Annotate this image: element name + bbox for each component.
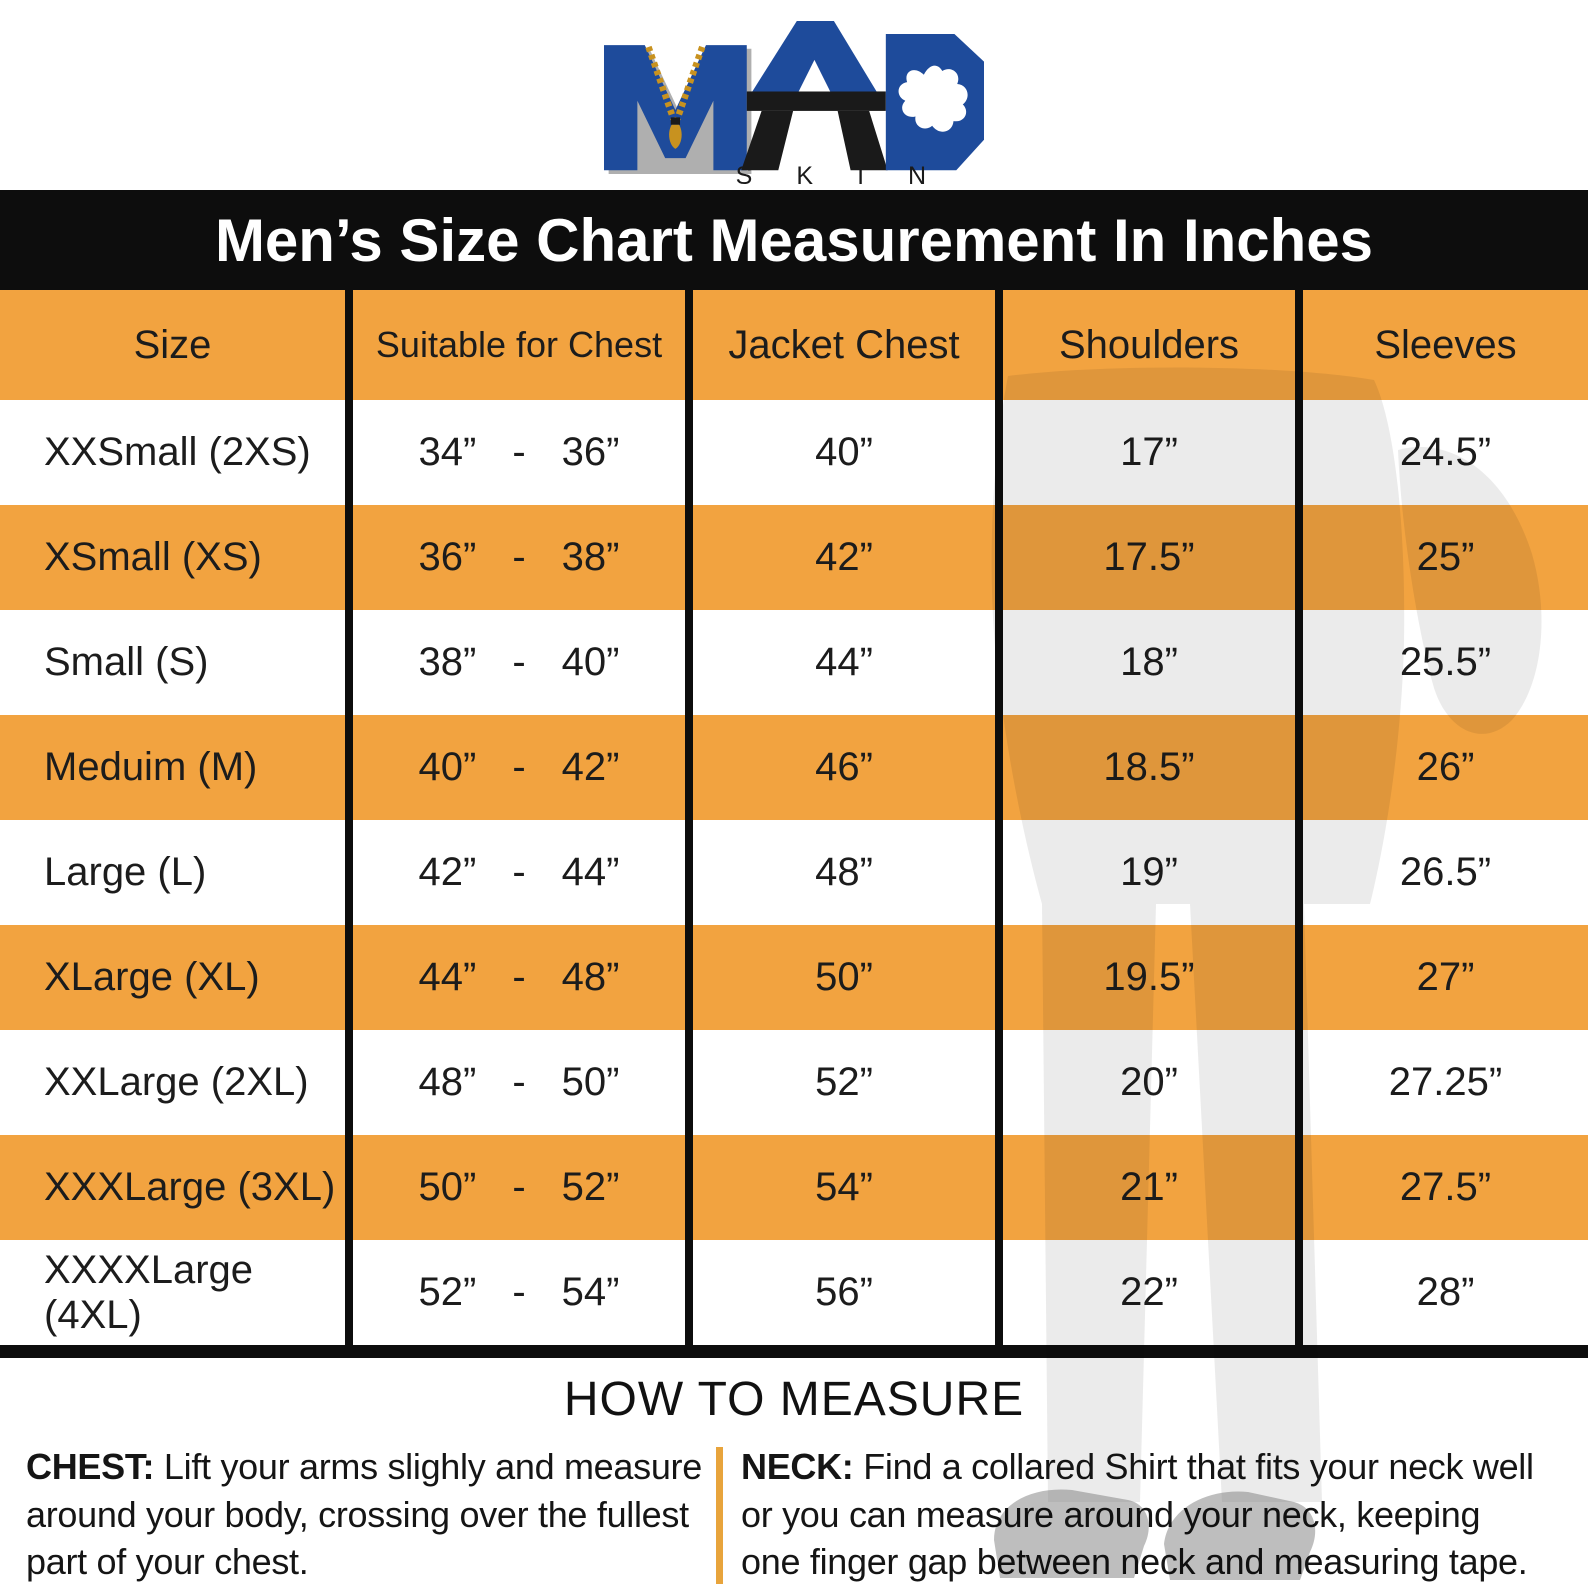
chest-range-cell: 48” - 50” xyxy=(345,1030,685,1135)
table-row: XLarge (XL) 44” - 48” 50” 19.5” 27” xyxy=(0,925,1588,1030)
sleeves-cell: 27.25” xyxy=(1295,1030,1588,1135)
table-header-row: Size Suitable for Chest Jacket Chest Sho… xyxy=(0,290,1588,400)
shoulders-cell: 19” xyxy=(995,820,1295,925)
zipper-pull xyxy=(669,124,682,149)
logo-letter-a-left-leg xyxy=(741,110,794,171)
chest-range-cell: 38” - 40” xyxy=(345,610,685,715)
chest-range-cell: 34” - 36” xyxy=(345,400,685,505)
jacket-chest-cell: 48” xyxy=(685,820,995,925)
size-cell: XXXXLarge (4XL) xyxy=(44,1247,254,1337)
chest-label: CHEST: xyxy=(26,1446,155,1487)
how-to-measure-title: HOW TO MEASURE xyxy=(563,1373,1025,1426)
logo-area: S K I N xyxy=(0,0,1588,190)
column-header-jacket-chest: Jacket Chest xyxy=(685,290,995,400)
logo-letter-a-right-leg xyxy=(837,110,888,171)
sleeves-cell: 26” xyxy=(1295,715,1588,820)
instructions-divider xyxy=(716,1447,723,1584)
jacket-chest-cell: 46” xyxy=(685,715,995,820)
column-header-size: Size xyxy=(133,322,212,367)
range-dash: - xyxy=(512,535,526,579)
neck-label: NECK: xyxy=(741,1446,854,1487)
column-header-suitable-for-chest: Suitable for Chest xyxy=(345,290,685,400)
zipper-slider xyxy=(670,117,680,125)
chest-range-cell: 42” - 44” xyxy=(345,820,685,925)
sleeves-cell: 27” xyxy=(1295,925,1588,1030)
size-table: Size Suitable for Chest Jacket Chest Sho… xyxy=(0,290,1588,1358)
chest-range-cell: 52” - 54” xyxy=(345,1240,685,1345)
shoulders-cell: 17.5” xyxy=(995,505,1295,610)
table-row: XXXLarge (3XL) 50” - 52” 54” 21” 27.5” xyxy=(0,1135,1588,1240)
mad-skin-logo: S K I N xyxy=(603,20,985,186)
sleeves-cell: 24.5” xyxy=(1295,400,1588,505)
zipper-left-teeth xyxy=(645,45,677,121)
title-banner: Men’s Size Chart Measurement In Inches xyxy=(0,190,1588,290)
logo-letter-m xyxy=(603,45,747,171)
jacket-chest-cell: 54” xyxy=(685,1135,995,1240)
how-to-measure-section: HOW TO MEASURE CHEST: Lift your arms sli… xyxy=(0,1362,1588,1586)
shoulders-cell: 22” xyxy=(995,1240,1295,1345)
logo-sub-brand: S K I N xyxy=(736,162,945,186)
sleeves-cell: 25.5” xyxy=(1295,610,1588,715)
column-header-shoulders: Shoulders xyxy=(995,290,1295,400)
table-row: XXSmall (2XS) 34” - 36” 40” 17” 24.5” xyxy=(0,400,1588,505)
table-row: Small (S) 38” - 40” 44” 18” 25.5” xyxy=(0,610,1588,715)
shoulders-cell: 18” xyxy=(995,610,1295,715)
jacket-chest-cell: 44” xyxy=(685,610,995,715)
table-bottom-border xyxy=(0,1345,1588,1358)
jacket-chest-cell: 42” xyxy=(685,505,995,610)
range-dash: - xyxy=(512,955,526,999)
range-dash: - xyxy=(512,640,526,684)
shoulders-cell: 21” xyxy=(995,1135,1295,1240)
table-row: XSmall (XS) 36” - 38” 42” 17.5” 25” xyxy=(0,505,1588,610)
size-cell: XLarge (XL) xyxy=(44,955,260,999)
table-row: Meduim (M) 40” - 42” 46” 18.5” 26” xyxy=(0,715,1588,820)
how-to-measure-columns: CHEST: Lift your arms slighly and measur… xyxy=(0,1443,1588,1586)
chart-title: Men’s Size Chart Measurement In Inches xyxy=(214,206,1374,274)
column-header-sleeves: Sleeves xyxy=(1295,290,1588,400)
range-dash: - xyxy=(512,1060,526,1104)
sleeves-cell: 28” xyxy=(1295,1240,1588,1345)
table-row: Large (L) 42” - 44” 48” 19” 26.5” xyxy=(0,820,1588,925)
range-dash: - xyxy=(512,745,526,789)
size-table-rows: XXSmall (2XS) 34” - 36” 40” 17” 24.5” XS… xyxy=(0,400,1588,1345)
logo-letter-a-top xyxy=(752,20,877,92)
chest-instructions: CHEST: Lift your arms slighly and measur… xyxy=(26,1446,702,1583)
zipper-right-teeth xyxy=(674,45,706,121)
shoulders-cell: 17” xyxy=(995,400,1295,505)
chest-range-cell: 36” - 38” xyxy=(345,505,685,610)
jacket-chest-cell: 56” xyxy=(685,1240,995,1345)
range-dash: - xyxy=(512,1165,526,1209)
chest-range-cell: 44” - 48” xyxy=(345,925,685,1030)
chest-range-cell: 50” - 52” xyxy=(345,1135,685,1240)
size-cell: XXLarge (2XL) xyxy=(44,1060,309,1104)
size-cell: Small (S) xyxy=(44,640,209,684)
sleeves-cell: 25” xyxy=(1295,505,1588,610)
size-cell: Large (L) xyxy=(44,850,207,894)
shoulders-cell: 18.5” xyxy=(995,715,1295,820)
sleeves-cell: 26.5” xyxy=(1295,820,1588,925)
jacket-chest-cell: 50” xyxy=(685,925,995,1030)
size-cell: XXSmall (2XS) xyxy=(44,430,311,474)
jacket-chest-cell: 52” xyxy=(685,1030,995,1135)
chest-range-cell: 40” - 42” xyxy=(345,715,685,820)
leather-hide-cutout xyxy=(898,65,968,132)
size-cell: XSmall (XS) xyxy=(44,535,262,579)
range-dash: - xyxy=(512,430,526,474)
size-cell: XXXLarge (3XL) xyxy=(44,1165,336,1209)
table-row: XXLarge (2XL) 48” - 50” 52” 20” 27.25” xyxy=(0,1030,1588,1135)
neck-instructions: NECK: Find a collared Shirt that fits yo… xyxy=(741,1446,1534,1583)
range-dash: - xyxy=(512,850,526,894)
size-cell: Meduim (M) xyxy=(44,745,258,789)
table-row: XXXXLarge (4XL) 52” - 54” 56” 22” 28” xyxy=(0,1240,1588,1345)
shoulders-cell: 20” xyxy=(995,1030,1295,1135)
range-dash: - xyxy=(512,1270,526,1314)
jacket-chest-cell: 40” xyxy=(685,400,995,505)
sleeves-cell: 27.5” xyxy=(1295,1135,1588,1240)
shoulders-cell: 19.5” xyxy=(995,925,1295,1030)
logo-crossbar xyxy=(746,91,886,111)
